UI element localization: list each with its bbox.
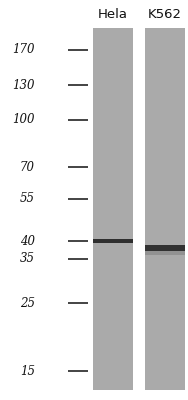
Text: K562: K562	[148, 8, 182, 20]
Text: 130: 130	[12, 78, 35, 92]
Bar	[145, 251, 185, 255]
Text: 25: 25	[20, 297, 35, 310]
Text: Hela: Hela	[98, 8, 128, 20]
Bar	[145, 28, 185, 390]
Text: 15: 15	[20, 364, 35, 378]
Bar	[93, 28, 133, 390]
Bar	[145, 245, 185, 251]
Bar	[93, 239, 133, 243]
Text: 40: 40	[20, 235, 35, 248]
Text: 35: 35	[20, 252, 35, 265]
Text: 100: 100	[12, 113, 35, 126]
Text: 55: 55	[20, 192, 35, 206]
Text: 170: 170	[12, 43, 35, 56]
Text: 70: 70	[20, 160, 35, 174]
